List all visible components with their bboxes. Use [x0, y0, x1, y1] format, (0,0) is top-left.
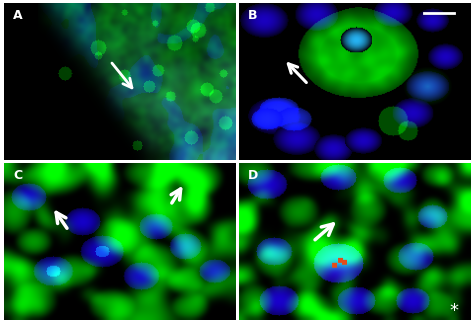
Text: B: B [248, 9, 258, 22]
Text: *: * [449, 302, 458, 320]
Text: A: A [13, 9, 23, 22]
Text: C: C [13, 169, 22, 182]
Text: D: D [248, 169, 258, 182]
